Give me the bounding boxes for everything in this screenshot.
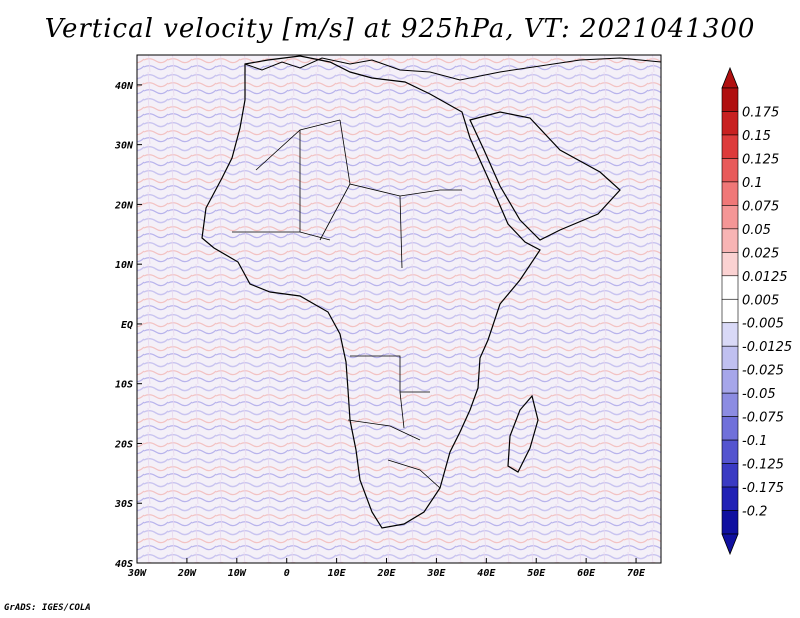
colorbar-label: 0.125: [742, 152, 779, 167]
southern-africa-borders: [347, 355, 441, 489]
colorbar-label: -0.05: [742, 387, 776, 402]
lon-label: 30W: [127, 568, 147, 579]
lat-label: 10S: [115, 380, 133, 391]
lat-label: 40N: [115, 81, 134, 92]
colorbar-swatch: [721, 252, 739, 277]
colorbar: 0.175 0.15 0.125 0.1 0.075 0.05 0.025 0.0125 0.0…: [721, 66, 792, 556]
colorbar-label: -0.1: [742, 434, 767, 449]
colorbar-label: 0.05: [742, 223, 771, 238]
lat-label: 20S: [114, 439, 133, 450]
lon-label: 20W: [177, 568, 197, 579]
colorbar-swatch: [721, 392, 739, 417]
latitude-labels: 40N 30N 20N 10N EQ 10S 20S 30S 40S: [114, 81, 142, 570]
colorbar-label: -0.005: [742, 317, 784, 332]
lat-label: 20N: [114, 200, 134, 211]
lon-label: 0: [284, 568, 290, 579]
colorbar-label: -0.125: [742, 458, 784, 473]
lon-label: 10W: [228, 568, 247, 579]
colorbar-label: -0.175: [742, 481, 784, 496]
colorbar-swatch: [721, 134, 739, 159]
colorbar-label: 0.175: [742, 105, 779, 120]
credit-text: GrADS: IGES/COLA: [4, 603, 91, 613]
colorbar-swatch: [721, 181, 739, 206]
africa-coastline: [201, 55, 541, 529]
lat-label: EQ: [121, 320, 133, 331]
colorbar-swatch: [721, 439, 739, 464]
colorbar-label: -0.025: [742, 364, 784, 379]
colorbar-swatch: [721, 158, 739, 183]
lat-label: 40S: [115, 559, 133, 570]
lon-label: 70E: [627, 568, 646, 579]
lon-label: 10E: [328, 568, 347, 579]
colorbar-bottom-arrow: [721, 533, 739, 556]
colorbar-swatch: [721, 111, 739, 136]
colorbar-swatch: [721, 345, 739, 370]
colorbar-label: -0.2: [742, 505, 767, 520]
colorbar-swatch: [721, 298, 739, 324]
lat-label: 30S: [114, 499, 133, 510]
colorbar-swatch: [721, 322, 739, 347]
colorbar-label: 0.0125: [742, 270, 788, 285]
madagascar-outline: [507, 394, 539, 473]
colorbar-swatch: [721, 486, 739, 511]
colorbar-swatch: [721, 510, 739, 535]
lon-label: 60E: [577, 568, 596, 579]
colorbar-swatch: [721, 463, 739, 488]
colorbar-label: 0.075: [742, 199, 779, 214]
colorbar-swatch: [721, 369, 739, 394]
arabia-outline: [469, 111, 621, 241]
velocity-field: [137, 55, 661, 563]
colorbar-swatch: [721, 275, 739, 300]
colorbar-label: 0.005: [742, 293, 779, 308]
longitude-labels: 30W 20W 10W 0 10E 20E 30E 40E 50E 60E 70E: [127, 558, 646, 579]
colorbar-label: 0.025: [742, 246, 779, 261]
lon-label: 20E: [376, 568, 396, 579]
colorbar-top-arrow: [721, 66, 739, 89]
lat-label: 30N: [114, 141, 134, 152]
colorbar-label: 0.1: [742, 176, 763, 191]
colorbar-swatch: [721, 228, 739, 253]
colorbar-label: -0.0125: [742, 340, 792, 355]
map-title: Vertical velocity [m/s] at 925hPa, VT: 2…: [44, 14, 756, 44]
north-africa-borders: [232, 119, 462, 269]
colorbar-label: 0.15: [742, 129, 771, 144]
colorbar-swatch: [721, 416, 739, 441]
colorbar-swatch: [721, 205, 739, 230]
lon-label: 40E: [477, 568, 496, 579]
lon-label: 50E: [527, 568, 546, 579]
colorbar-swatch: [721, 87, 739, 112]
colorbar-label: -0.075: [742, 411, 784, 426]
lon-label: 30E: [426, 568, 446, 579]
lat-label: 10N: [115, 260, 134, 271]
europe-coastline: [244, 57, 662, 81]
